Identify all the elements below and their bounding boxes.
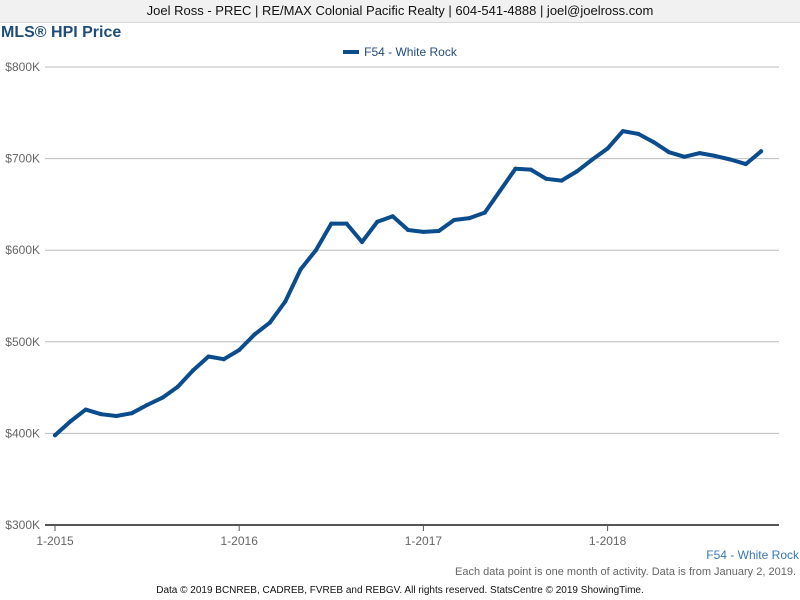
y-tick-label: $400K — [5, 426, 40, 440]
data-point — [482, 210, 487, 215]
chart-title: MLS® HPI Price — [1, 24, 122, 41]
data-point — [620, 129, 625, 134]
data-point — [375, 219, 380, 224]
data-point — [759, 149, 764, 154]
data-point — [559, 178, 564, 183]
y-tick-label: $500K — [5, 335, 40, 349]
data-point — [53, 433, 57, 438]
data-point — [344, 221, 349, 226]
x-tick-label: 1-2016 — [221, 534, 259, 548]
data-point — [68, 419, 73, 424]
x-axis: 1-2015 1-2016 1-2017 1-2018 — [36, 525, 627, 548]
data-point — [421, 229, 426, 234]
chart-legend: F54 - White Rock — [0, 45, 800, 59]
data-point — [513, 166, 518, 171]
data-point — [191, 368, 196, 373]
data-point — [175, 384, 180, 389]
y-tick-label: $700K — [5, 152, 40, 166]
legend-label: F54 - White Rock — [364, 45, 457, 59]
data-point — [145, 403, 150, 408]
data-point — [436, 228, 441, 233]
x-tick-label: 1-2018 — [589, 534, 627, 548]
data-point — [728, 157, 733, 162]
data-point — [682, 154, 687, 159]
data-point — [206, 354, 211, 359]
legend-swatch — [343, 49, 360, 54]
data-point — [697, 151, 702, 156]
data-point — [267, 320, 272, 325]
data-point — [605, 146, 610, 151]
data-point — [636, 131, 641, 136]
data-point — [283, 299, 288, 304]
data-point — [129, 411, 134, 416]
data-point — [114, 413, 119, 418]
data-footnote: Each data point is one month of activity… — [455, 566, 796, 578]
data-point — [390, 214, 395, 219]
data-point — [528, 167, 533, 172]
data-point — [743, 162, 748, 167]
data-point — [237, 348, 242, 353]
data-point — [329, 221, 334, 226]
data-point — [406, 228, 411, 233]
data-point — [298, 267, 303, 272]
data-point — [590, 157, 595, 162]
data-point — [99, 412, 104, 417]
y-tick-label: $600K — [5, 243, 40, 257]
y-tick-label: $300K — [5, 518, 40, 532]
copyright-text: Data © 2019 BCNREB, CADREB, FVREB and RE… — [156, 585, 644, 596]
data-point — [498, 188, 503, 193]
data-point — [651, 140, 656, 145]
data-point — [252, 332, 257, 337]
data-point — [452, 217, 457, 222]
series-points — [53, 129, 764, 438]
data-point — [83, 407, 88, 412]
data-point — [667, 150, 671, 155]
data-point — [467, 216, 472, 221]
data-point — [544, 176, 549, 181]
data-point — [313, 248, 318, 253]
gridlines — [45, 66, 779, 526]
data-point — [160, 395, 165, 400]
data-point — [574, 169, 579, 174]
agent-contact-header: Joel Ross - PREC | RE/MAX Colonial Pacif… — [0, 0, 800, 23]
series-note: F54 - White Rock — [706, 548, 799, 562]
data-point — [221, 357, 226, 362]
y-axis: $300K $400K $500K $600K $700K $800K — [5, 60, 40, 532]
data-point — [360, 239, 364, 244]
x-tick-label: 1-2015 — [36, 534, 74, 548]
x-tick-label: 1-2017 — [405, 534, 443, 548]
y-tick-label: $800K — [5, 60, 40, 74]
data-point — [713, 153, 718, 158]
series-line-white-rock — [53, 129, 764, 438]
